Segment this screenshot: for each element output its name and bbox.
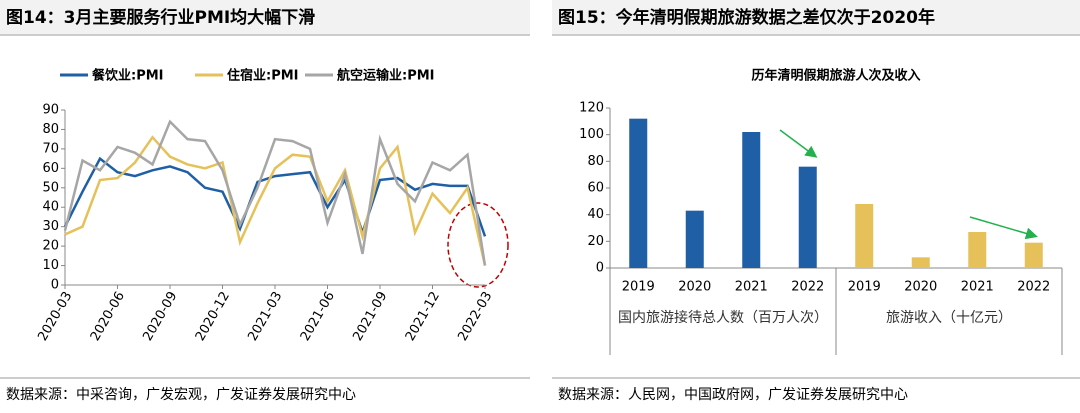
x-tick-label: 2019 xyxy=(848,280,881,295)
y-tick-label: 80 xyxy=(587,154,604,169)
header-bg xyxy=(0,0,530,34)
x-tick-label: 2021 xyxy=(735,280,768,295)
source-note: 数据来源：中采咨询，广发宏观，广发证券发展研究中心 xyxy=(6,387,356,403)
highlight-ellipse xyxy=(447,202,509,288)
x-tick-label: 2022-03 xyxy=(455,289,495,344)
y-tick-label: 30 xyxy=(42,219,59,234)
group-label: 国内旅游接待总人数（百万人次） xyxy=(618,310,828,326)
series-line xyxy=(63,156,487,237)
y-tick-label: 80 xyxy=(42,122,59,137)
x-tick-label: 2021-12 xyxy=(403,289,443,344)
bar xyxy=(1024,242,1043,268)
bar xyxy=(798,166,817,268)
bar xyxy=(629,118,648,269)
bar xyxy=(685,210,704,268)
y-tick-label: 20 xyxy=(42,239,59,254)
y-tick-label: 90 xyxy=(42,103,59,118)
group-label: 旅游收入（十亿元） xyxy=(886,310,1012,326)
figure-heading: 图14：3月主要服务行业PMI均大幅下滑 xyxy=(6,7,315,28)
series-line xyxy=(63,119,487,266)
bar xyxy=(742,132,761,268)
y-tick-label: 120 xyxy=(579,101,604,116)
x-tick-label: 2021-06 xyxy=(298,289,338,344)
x-tick-label: 2019 xyxy=(622,280,655,295)
legend-label: 餐饮业:PMI xyxy=(91,68,164,84)
y-tick-label: 60 xyxy=(42,161,59,176)
y-tick-label: 60 xyxy=(587,181,604,196)
y-tick-label: 40 xyxy=(42,200,59,215)
trend-arrow xyxy=(969,216,1038,240)
bar xyxy=(911,257,930,268)
source-note: 数据来源：人民网，中国政府网，广发证券发展研究中心 xyxy=(558,387,908,403)
figure-heading: 图15：今年清明假期旅游数据之差仅次于2020年 xyxy=(558,7,935,28)
y-tick-label: 0 xyxy=(51,278,59,293)
header-bg xyxy=(552,0,1080,34)
x-tick-label: 2021 xyxy=(961,280,994,295)
y-tick-label: 50 xyxy=(42,180,59,195)
trend-arrow xyxy=(779,129,818,158)
y-tick-label: 40 xyxy=(587,207,604,222)
x-tick-label: 2020 xyxy=(678,280,711,295)
bar xyxy=(855,204,874,268)
y-tick-label: 0 xyxy=(596,261,604,276)
x-tick-label: 2021-09 xyxy=(350,289,390,344)
x-tick-label: 2020-03 xyxy=(35,289,75,344)
y-tick-label: 20 xyxy=(587,234,604,249)
x-tick-label: 2022 xyxy=(791,280,824,295)
y-tick-label: 70 xyxy=(42,141,59,156)
legend-label: 航空运输业:PMI xyxy=(337,68,435,84)
y-tick-label: 10 xyxy=(42,258,59,273)
x-tick-label: 2020-12 xyxy=(193,289,233,344)
x-tick-label: 2022 xyxy=(1017,280,1050,295)
x-tick-label: 2020-06 xyxy=(88,289,128,344)
legend-label: 住宿业:PMI xyxy=(227,68,299,84)
x-tick-label: 2020 xyxy=(904,280,937,295)
x-tick-label: 2020-09 xyxy=(140,289,180,344)
series-line xyxy=(64,135,487,266)
bar xyxy=(968,232,987,268)
y-tick-label: 100 xyxy=(579,127,604,142)
x-tick-label: 2021-03 xyxy=(245,289,285,344)
chart-title: 历年清明假期旅游人次及收入 xyxy=(751,68,920,84)
